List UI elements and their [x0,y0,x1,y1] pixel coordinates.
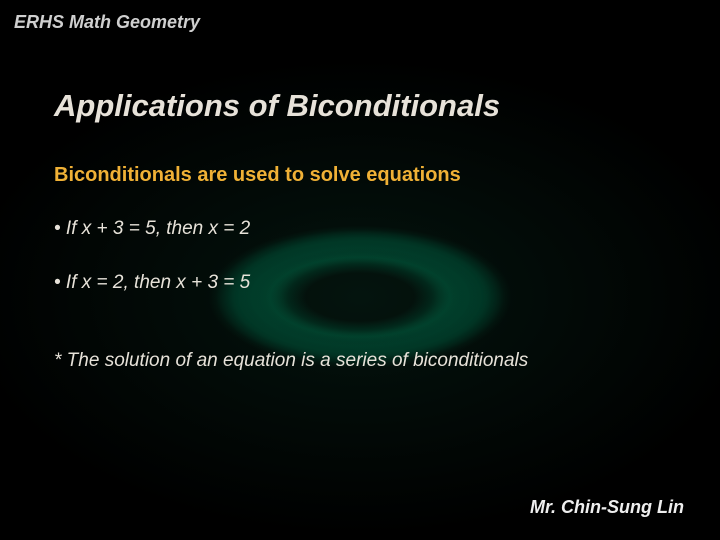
footnote: * The solution of an equation is a serie… [54,350,528,372]
bullet-item: • If x = 2, then x + 3 = 5 [54,272,250,294]
course-header: ERHS Math Geometry [14,12,200,33]
bullet-item: • If x + 3 = 5, then x = 2 [54,218,250,240]
slide-subtitle: Biconditionals are used to solve equatio… [54,164,461,187]
author-footer: Mr. Chin-Sung Lin [530,497,684,518]
slide-title: Applications of Biconditionals [54,88,500,124]
